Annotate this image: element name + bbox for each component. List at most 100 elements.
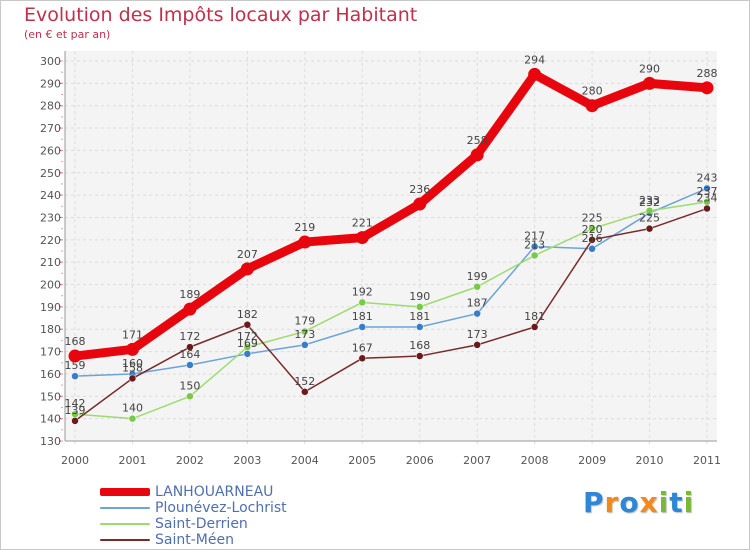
data-label: 168 — [65, 335, 86, 348]
y-tick-label: 170 — [40, 346, 61, 359]
data-label: 236 — [409, 183, 430, 196]
data-label: 158 — [122, 361, 143, 374]
data-label: 169 — [237, 337, 258, 350]
data-point-saint-derrien — [415, 303, 424, 311]
data-label: 258 — [467, 134, 488, 147]
data-point-saint-meen — [530, 323, 539, 331]
data-point-lanhouarneau — [413, 197, 427, 211]
data-point-saint-derrien — [358, 298, 367, 307]
x-tick-label: 2011 — [693, 454, 721, 467]
data-label: 189 — [179, 288, 200, 301]
x-tick-label: 2010 — [636, 454, 664, 467]
data-label: 234 — [697, 192, 718, 205]
legend-swatch — [100, 523, 150, 525]
data-point-plounevez-lochrist — [243, 350, 252, 358]
data-label: 237 — [697, 185, 718, 198]
y-tick-label: 280 — [40, 100, 61, 113]
series-line-plounevez-lochrist — [74, 187, 708, 377]
legend-label: Saint-Méen — [155, 532, 234, 548]
data-point-saint-meen — [703, 204, 711, 213]
data-label: 164 — [179, 348, 200, 361]
data-point-plounevez-lochrist — [71, 372, 79, 380]
data-label: 213 — [524, 238, 545, 251]
data-label: 280 — [582, 85, 603, 98]
data-point-lanhouarneau — [183, 302, 197, 316]
data-label: 167 — [352, 341, 373, 354]
legend-label: Saint-Derrien — [155, 516, 248, 532]
x-tick-label: 2005 — [348, 454, 376, 467]
data-label: 160 — [122, 357, 143, 370]
legend-item-lanhouarneau: LANHOUARNEAU — [100, 484, 360, 500]
data-label: 181 — [524, 310, 545, 323]
legend-label: Plounévez-Lochrist — [155, 500, 287, 516]
data-point-lanhouarneau — [528, 67, 542, 81]
proxiti-logo: Proxiti — [583, 486, 695, 519]
data-label: 290 — [639, 62, 660, 75]
data-point-saint-meen — [588, 236, 596, 244]
legend-swatch — [100, 488, 150, 496]
data-label: 199 — [467, 270, 488, 283]
data-point-saint-derrien — [243, 343, 252, 351]
data-label: 187 — [467, 297, 488, 310]
data-point-saint-derrien — [530, 251, 539, 260]
y-tick-label: 230 — [40, 211, 61, 224]
data-point-saint-derrien — [128, 414, 137, 423]
y-tick-label: 260 — [40, 144, 61, 157]
data-point-saint-derrien — [301, 327, 309, 336]
data-point-lanhouarneau — [240, 262, 254, 276]
data-label: 288 — [697, 67, 718, 80]
data-point-saint-derrien — [588, 224, 596, 233]
x-tick-label: 2006 — [406, 454, 434, 467]
legend-swatch — [100, 539, 150, 541]
data-point-plounevez-lochrist — [588, 245, 596, 253]
data-point-lanhouarneau — [700, 81, 714, 95]
data-label: 139 — [65, 404, 86, 417]
data-point-saint-meen — [128, 374, 137, 383]
data-label: 192 — [352, 285, 373, 298]
data-label: 171 — [122, 328, 143, 341]
data-label: 140 — [122, 402, 143, 415]
data-label: 243 — [697, 171, 718, 184]
data-label: 172 — [179, 330, 200, 343]
data-label: 294 — [524, 53, 545, 66]
data-label: 179 — [294, 314, 315, 327]
data-label: 233 — [639, 194, 660, 207]
data-point-saint-derrien — [186, 392, 194, 401]
y-tick-label: 200 — [40, 279, 61, 292]
data-label: 207 — [237, 248, 258, 261]
data-label: 219 — [294, 221, 315, 234]
data-point-lanhouarneau — [585, 99, 599, 113]
legend-item-plounevez-lochrist: Plounévez-Lochrist — [100, 500, 360, 516]
data-point-saint-meen — [243, 321, 252, 329]
data-point-plounevez-lochrist — [703, 184, 711, 193]
data-point-saint-meen — [301, 388, 309, 396]
data-point-lanhouarneau — [470, 148, 484, 162]
x-tick-label: 2009 — [578, 454, 606, 467]
legend-label: LANHOUARNEAU — [155, 484, 274, 500]
data-label: 172 — [237, 330, 258, 343]
legend-swatch — [100, 507, 150, 509]
x-tick-label: 2002 — [176, 454, 204, 467]
plot-background — [65, 51, 717, 441]
data-point-saint-meen — [71, 417, 79, 425]
chart-title: Evolution des Impôts locaux par Habitant — [24, 4, 418, 26]
data-label: 181 — [409, 310, 430, 323]
data-label: 221 — [352, 217, 373, 230]
data-label: 173 — [294, 328, 315, 341]
series-line-saint-derrien — [74, 201, 708, 420]
chart-subtitle: (en € et par an) — [24, 28, 111, 41]
legend: LANHOUARNEAU Plounévez-Lochrist Saint-De… — [100, 484, 360, 548]
series-line-lanhouarneau — [70, 69, 712, 361]
data-point-saint-meen — [473, 341, 481, 349]
data-point-saint-derrien — [645, 207, 654, 215]
y-tick-label: 130 — [40, 435, 61, 448]
data-label: 232 — [639, 196, 660, 209]
data-label: 173 — [467, 328, 488, 341]
x-tick-label: 2008 — [521, 454, 549, 467]
series-line-saint-meen — [74, 207, 708, 422]
data-point-plounevez-lochrist — [301, 341, 309, 349]
data-point-lanhouarneau — [298, 235, 312, 249]
y-tick-label: 150 — [40, 390, 61, 403]
y-tick-label: 210 — [40, 256, 61, 269]
legend-item-saint-meen: Saint-Méen — [100, 532, 360, 548]
